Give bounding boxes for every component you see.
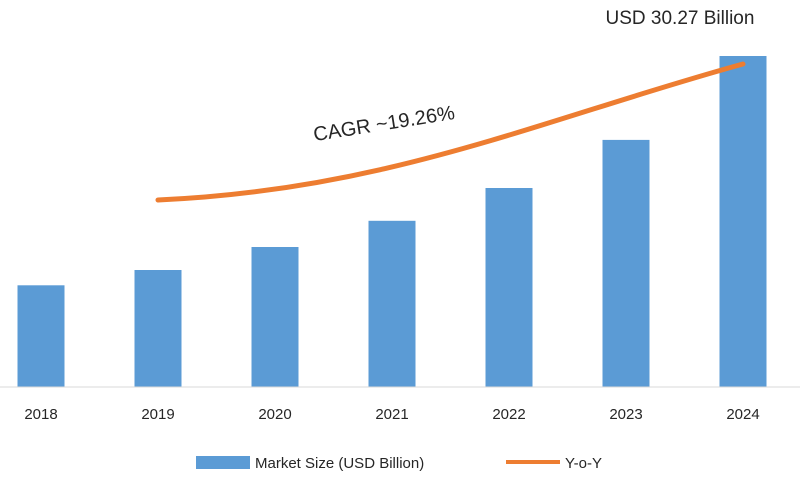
bar-2023 xyxy=(602,139,650,387)
x-tick-2019: 2019 xyxy=(141,406,174,423)
bar-2024 xyxy=(719,56,767,387)
bar-2019 xyxy=(134,270,182,387)
x-tick-2021: 2021 xyxy=(375,406,408,423)
bar-2021 xyxy=(368,220,416,387)
legend-label-market-size: Market Size (USD Billion) xyxy=(255,455,424,472)
legend-swatch-market-size xyxy=(196,456,250,469)
legend-label-yoy: Y-o-Y xyxy=(565,455,602,472)
x-tick-2020: 2020 xyxy=(258,406,291,423)
x-tick-2024: 2024 xyxy=(726,406,759,423)
bar-2020 xyxy=(251,247,299,387)
x-tick-2018: 2018 xyxy=(24,406,57,423)
bars-layer xyxy=(17,56,767,387)
annotation-top-value: USD 30.27 Billion xyxy=(606,8,755,29)
x-tick-labels: 2018 2019 2020 2021 2022 2023 2024 xyxy=(24,406,759,423)
annotation-cagr: CAGR ~19.26% xyxy=(312,102,457,146)
legend: Market Size (USD Billion) Y-o-Y xyxy=(196,455,602,472)
bar-2022 xyxy=(485,188,533,387)
x-tick-2022: 2022 xyxy=(492,406,525,423)
bar-2018 xyxy=(17,285,65,387)
x-tick-2023: 2023 xyxy=(609,406,642,423)
yoy-trend-line xyxy=(155,61,746,203)
